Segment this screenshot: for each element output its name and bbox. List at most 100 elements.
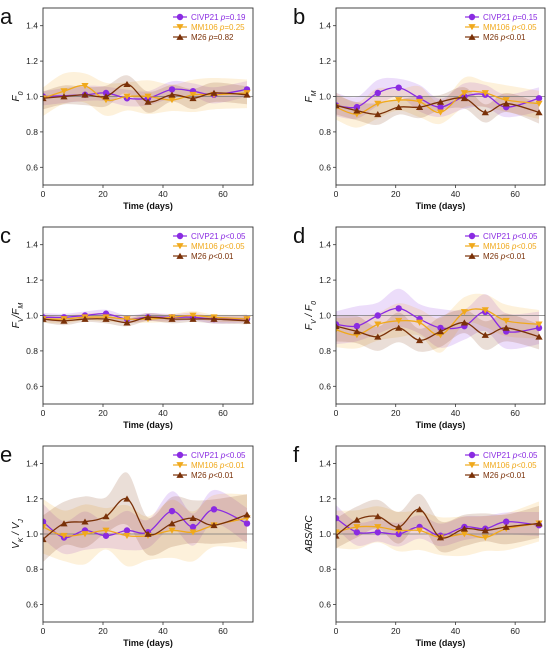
point-M26-2: [81, 91, 89, 98]
point-M26-5: [144, 530, 152, 537]
panel-d: 0.6 0.8 1.0 1.2 1.4 0 20 40 60 Time (days) FV / F0…: [293, 223, 546, 430]
point-CIVP21-0: [336, 514, 340, 522]
y-tick: 1.0: [319, 92, 336, 102]
point-MM106-4: [416, 98, 424, 106]
legend-label: M26 p<0.01: [483, 252, 526, 261]
plot-area: [336, 493, 545, 557]
point-M26-7: [189, 315, 197, 322]
point-M26-0: [43, 315, 47, 322]
x-tick: 60: [218, 185, 228, 199]
y-tick: 0.6: [319, 162, 336, 172]
point-CIVP21-1: [353, 103, 361, 111]
y-tick-label: 0.6: [26, 599, 38, 609]
y-tick: 1.4: [319, 459, 336, 469]
point-M26-3: [102, 93, 110, 100]
y-tick-label: 0.8: [26, 127, 38, 137]
legend-entry-M26: M26 p=0.82: [173, 33, 234, 42]
point-M26-4: [123, 319, 131, 326]
point-M26-8: [210, 315, 218, 322]
point-M26-6: [460, 95, 468, 102]
band-M26: [336, 309, 540, 352]
x-tick: 20: [391, 185, 401, 199]
y-tick-label: 1.2: [26, 494, 38, 504]
legend-label: M26 p=0.82: [191, 33, 234, 42]
y-tick: 1.0: [26, 529, 43, 539]
legend-swatch-marker: [468, 243, 476, 250]
legend-entry-M26: M26 p<0.01: [465, 471, 526, 480]
point-MM106-3: [102, 527, 110, 534]
panel-letter: a: [0, 4, 13, 29]
x-tick: 20: [98, 622, 108, 636]
x-tick-label: 40: [158, 626, 168, 636]
y-tick-label: 1.4: [319, 240, 331, 250]
point-CIVP21-1: [353, 322, 361, 330]
point-MM106-1: [60, 532, 68, 539]
point-MM106-9: [535, 100, 543, 107]
point-CIVP21-9: [535, 95, 543, 102]
legend-label: M26 p<0.01: [191, 471, 234, 480]
y-tick: 1.0: [26, 311, 43, 321]
y-tick: 1.4: [26, 21, 43, 31]
point-MM106-3: [395, 317, 403, 325]
point-M26-1: [60, 520, 68, 527]
point-M26-9: [243, 511, 251, 518]
x-tick-label: 60: [510, 626, 520, 636]
y-tick-label: 1.4: [26, 459, 38, 469]
x-tick: 60: [510, 185, 520, 199]
point-M26-1: [353, 328, 361, 335]
panel-letter: c: [0, 223, 11, 248]
point-M26-9: [243, 317, 251, 324]
x-tick-label: 0: [334, 626, 339, 636]
x-tick: 60: [218, 622, 228, 636]
y-tick: 0.8: [26, 346, 43, 356]
point-M26-2: [81, 518, 89, 525]
legend-entry-CIVP21: CIVP21 p<0.05: [465, 232, 538, 241]
point-MM106-8: [502, 97, 510, 104]
y-tick-label: 0.8: [319, 127, 331, 137]
plot-area: [336, 76, 545, 128]
point-MM106-9: [535, 321, 543, 328]
point-M26-9: [535, 109, 543, 116]
x-tick: 40: [451, 185, 460, 199]
point-MM106-2: [81, 83, 89, 90]
panel-f: 0.6 0.8 1.0 1.2 1.4 0 20 40 60 Time (days) ABS/RC f…: [293, 442, 546, 648]
y-tick-label: 0.6: [26, 381, 38, 391]
y-tick: 0.6: [319, 599, 336, 609]
y-tick: 1.2: [319, 494, 336, 504]
point-CIVP21-2: [374, 312, 381, 319]
x-axis-label: Time (days): [123, 201, 173, 211]
series-line-MM106: [43, 517, 248, 538]
band-CIVP21: [43, 489, 247, 555]
legend-swatch-marker: [176, 24, 184, 31]
legend-swatch-marker: [176, 13, 184, 21]
legend-label: CIVP21 p<0.05: [483, 451, 538, 460]
x-tick-label: 60: [218, 189, 228, 199]
band-CIVP21: [336, 77, 540, 120]
panel-e: 0.6 0.8 1.0 1.2 1.4 0 20 40 60 Time (days) VK / VJ…: [0, 442, 254, 648]
y-tick: 1.4: [26, 459, 43, 469]
y-tick-label: 1.0: [319, 311, 331, 321]
point-MM106-4: [123, 532, 131, 539]
point-MM106-7: [481, 307, 489, 314]
point-M26-6: [460, 525, 468, 532]
point-M26-6: [168, 520, 176, 527]
y-tick: 0.6: [319, 381, 336, 391]
plot-area: [43, 309, 253, 327]
point-CIVP21-0: [43, 518, 47, 525]
point-MM106-2: [374, 321, 382, 328]
y-tick-label: 0.8: [319, 346, 331, 356]
y-tick: 0.6: [26, 599, 43, 609]
x-tick-label: 60: [218, 626, 228, 636]
point-M26-0: [336, 322, 340, 329]
legend-entry-CIVP21: CIVP21 p<0.05: [173, 451, 246, 460]
point-MM106-7: [189, 91, 197, 98]
point-CIVP21-2: [374, 529, 381, 536]
series-line-MM106: [336, 90, 540, 115]
point-M26-8: [502, 324, 510, 331]
y-tick-label: 1.4: [319, 459, 331, 469]
x-tick: 60: [510, 404, 520, 418]
legend-label: MM106 p<0.05: [483, 23, 537, 32]
point-CIVP21-5: [437, 103, 444, 111]
y-tick: 0.8: [26, 564, 43, 574]
point-MM106-2: [374, 100, 382, 107]
